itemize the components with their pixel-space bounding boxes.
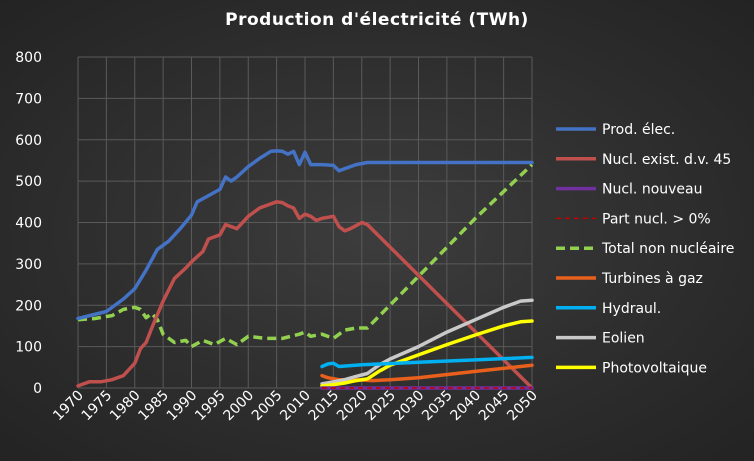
x-tick-label: 2000 [221,388,258,425]
legend-label: Nucl. exist. d.v. 45 [602,152,731,168]
series-line [77,163,534,349]
y-tick-label: 300 [15,257,42,273]
y-tick-label: 600 [15,133,42,149]
y-tick-label: 400 [15,216,42,232]
x-tick-label: 1980 [107,388,144,425]
legend-label: Prod. élec. [602,122,675,138]
legend-label: Eolien [602,331,645,347]
axes: 0 100 200 300 400 500 600 700 800 197019751980198… [15,50,541,424]
x-tick-label: 2020 [334,388,371,425]
x-tick-label: 1995 [192,388,229,425]
legend-label: Hydraul. [602,301,661,317]
chart-title: Production d'électricité (TWh) [225,10,529,30]
x-tick-label: 2030 [391,388,428,425]
legend: Prod. élec. Nucl. exist. d.v. 45 Nucl. nou… [556,122,734,376]
legend-label: Nucl. nouveau [602,182,703,198]
series-lines [76,149,534,390]
x-tick-label: 1990 [164,388,201,425]
x-tick-label: 2040 [448,388,485,425]
x-tick-label: 2015 [306,388,343,425]
y-tick-label: 200 [15,298,42,314]
y-tick-label: 500 [15,174,42,190]
y-tick-label: 700 [15,91,42,107]
y-tick-label: 800 [15,50,42,66]
x-tick-label: 2005 [249,388,286,425]
series-line [320,298,534,386]
series-line [76,200,534,390]
x-tick-label: 2035 [419,388,456,425]
x-tick-label: 1975 [79,388,116,425]
series-line [76,149,534,321]
legend-label: Total non nucléaire [601,241,734,257]
series-line [320,363,534,383]
legend-label: Turbines à gaz [601,271,703,287]
series-line [320,355,534,369]
legend-label: Part nucl. > 0% [602,211,711,227]
x-tick-label: 2045 [476,388,513,425]
x-tick-label: 1985 [135,388,172,425]
x-tick-label: 1970 [50,388,87,425]
x-tick-label: 2050 [504,388,541,425]
x-tick-label: 2025 [362,388,399,425]
y-tick-label: 0 [33,381,42,397]
legend-label: Photovoltaique [602,360,707,376]
x-tick-label: 2010 [277,388,314,425]
y-tick-label: 100 [15,340,42,356]
